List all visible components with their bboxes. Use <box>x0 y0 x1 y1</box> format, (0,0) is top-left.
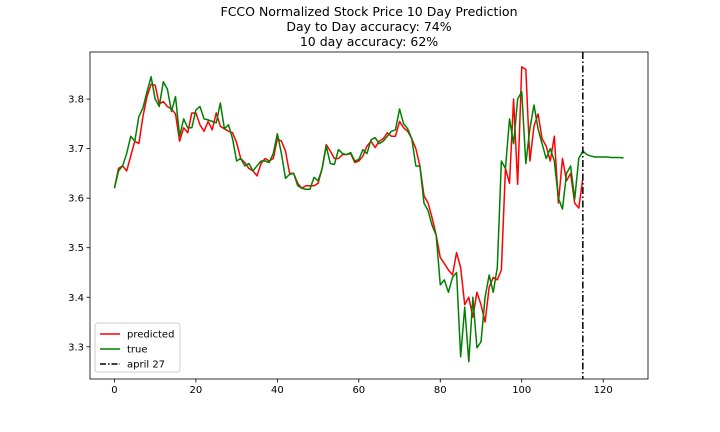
x-tick-label: 40 <box>271 385 284 396</box>
chart-subtitle-day-accuracy: Day to Day accuracy: 74% <box>286 19 451 34</box>
chart-subtitle-10day-accuracy: 10 day accuracy: 62% <box>300 34 438 49</box>
x-tick-label: 100 <box>512 385 531 396</box>
x-axis: 0 20 40 60 80 100 120 <box>111 379 613 396</box>
legend-label-predicted: predicted <box>127 330 174 341</box>
chart-title: FCCO Normalized Stock Price 10 Day Predi… <box>221 4 518 19</box>
y-tick-label: 3.6 <box>68 194 84 205</box>
x-tick-label: 20 <box>190 385 203 396</box>
y-tick-label: 3.3 <box>68 342 84 353</box>
series-line-true-forecast <box>582 150 624 159</box>
x-tick-label: 80 <box>434 385 447 396</box>
x-tick-label: 0 <box>111 385 117 396</box>
legend-label-true: true <box>127 345 148 356</box>
y-axis: 3.3 3.4 3.5 3.6 3.7 3.8 <box>68 95 90 353</box>
y-tick-label: 3.4 <box>68 293 84 304</box>
x-tick-label: 60 <box>352 385 365 396</box>
y-tick-label: 3.5 <box>68 243 84 254</box>
series-line-true <box>113 76 584 363</box>
y-tick-label: 3.7 <box>68 144 84 155</box>
plot-frame <box>89 51 649 380</box>
y-tick-label: 3.8 <box>68 95 84 106</box>
x-tick-label: 120 <box>594 385 613 396</box>
series-layer <box>113 52 624 379</box>
legend-label-april-27: april 27 <box>127 360 165 371</box>
series-line-predicted <box>113 66 584 323</box>
legend-frame <box>94 322 181 373</box>
plot-area <box>89 51 649 380</box>
legend: predicted true april 27 <box>94 322 181 373</box>
